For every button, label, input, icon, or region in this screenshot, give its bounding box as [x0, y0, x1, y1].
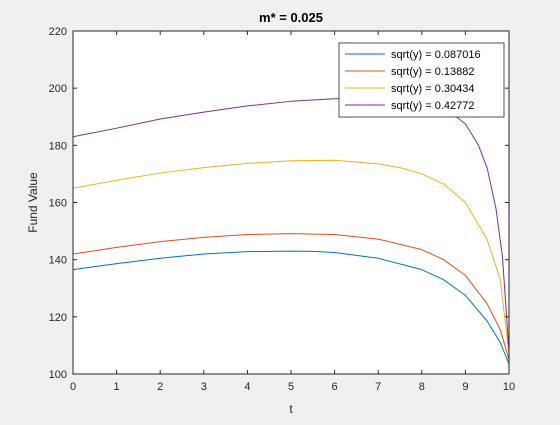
- x-tick-label: 9: [462, 381, 468, 393]
- x-tick-label: 8: [419, 381, 425, 393]
- x-tick-label: 10: [503, 381, 515, 393]
- legend-label-3: sqrt(y) = 0.30434: [391, 83, 474, 95]
- x-axis-label: t: [289, 402, 293, 416]
- series-line-3: [72, 159, 510, 355]
- series-line-2: [72, 233, 510, 360]
- y-tick-label: 200: [49, 83, 67, 95]
- legend-label-4: sqrt(y) = 0.42772: [391, 100, 474, 112]
- x-tick-label: 4: [244, 381, 250, 393]
- x-tick-label: 5: [288, 381, 294, 393]
- y-tick-label: 140: [49, 255, 67, 267]
- y-axis-label: Fund Value: [26, 172, 40, 233]
- legend-entries: sqrt(y) = 0.087016 sqrt(y) = 0.13882 sqrt(…: [345, 49, 481, 112]
- y-tick-label: 180: [49, 140, 67, 152]
- x-tick-label: 2: [157, 381, 163, 393]
- chart-title: m* = 0.025: [259, 10, 323, 25]
- x-tick-label: 6: [332, 381, 338, 393]
- x-tick-label: 1: [114, 381, 120, 393]
- x-tick-label: 7: [375, 381, 381, 393]
- legend-label-2: sqrt(y) = 0.13882: [391, 66, 474, 78]
- legend-label-1: sqrt(y) = 0.087016: [391, 49, 481, 61]
- x-tick-label: 0: [70, 381, 76, 393]
- ticks-layer: 0 1 2 3 4 5 6 7 8 9 10 100 120 140 160 180 200 220: [49, 26, 515, 393]
- x-tick-label: 3: [201, 381, 207, 393]
- series-line-1: [72, 250, 510, 365]
- legend: sqrt(y) = 0.087016 sqrt(y) = 0.13882 sqrt(…: [338, 42, 505, 118]
- y-tick-label: 160: [49, 198, 67, 210]
- y-tick-label: 220: [49, 26, 67, 38]
- y-tick-label: 120: [49, 312, 67, 324]
- y-tick-label: 100: [49, 369, 67, 381]
